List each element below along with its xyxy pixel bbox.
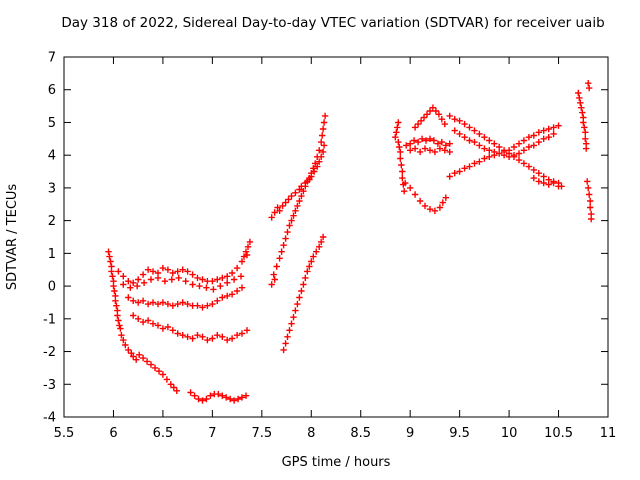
x-tick-label: 10.5: [544, 426, 573, 441]
chart-title: Day 318 of 2022, Sidereal Day-to-day VTE…: [61, 15, 604, 31]
y-tick-label: 1: [48, 247, 56, 262]
y-tick-label: -3: [43, 378, 56, 393]
y-tick-label: 5: [48, 116, 56, 131]
x-tick-label: 6: [109, 426, 117, 441]
x-tick-label: 6.5: [153, 426, 174, 441]
x-tick-label: 11: [600, 426, 617, 441]
x-tick-label: 5.5: [54, 426, 75, 441]
y-tick-label: 7: [48, 51, 56, 66]
y-tick-label: 3: [48, 181, 56, 196]
axis-ticks: [63, 56, 609, 418]
y-tick-label: -2: [43, 345, 56, 360]
y-tick-label: 2: [48, 214, 56, 229]
y-tick-label: 6: [48, 83, 56, 98]
y-tick-label: -1: [43, 312, 56, 327]
y-tick-label: -4: [43, 411, 56, 426]
x-tick-label: 7: [208, 426, 216, 441]
x-tick-label: 9.5: [449, 426, 470, 441]
scatter-points-sdtvar: [105, 80, 595, 404]
x-tick-label: 9: [406, 426, 414, 441]
x-axis-label: GPS time / hours: [282, 455, 391, 470]
plot-frame: [63, 56, 609, 418]
data-points: [105, 80, 595, 404]
y-tick-label: 4: [48, 149, 56, 164]
x-tick-label: 10: [501, 426, 518, 441]
y-tick-label: 0: [48, 280, 56, 295]
x-tick-label: 8: [307, 426, 315, 441]
plot-border: [63, 56, 609, 418]
tick-labels: 5.5 6 6.5 7 7.5 8 8.5 9 9.5 10 10.5 11 -4 -3 -2 -1 0 1 2 3 4…: [43, 51, 616, 442]
x-tick-label: 7.5: [251, 426, 272, 441]
y-axis-label: SDTVAR / TECUs: [5, 184, 20, 291]
x-tick-label: 8.5: [350, 426, 371, 441]
